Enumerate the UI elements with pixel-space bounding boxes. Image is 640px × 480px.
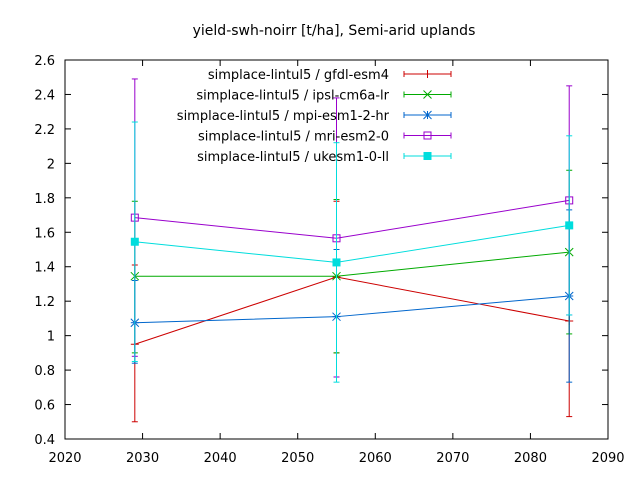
data-point bbox=[130, 237, 139, 246]
legend-entry: simplace-lintul5 / ukesm1-0-ll bbox=[197, 150, 452, 165]
series-5 bbox=[130, 121, 574, 383]
data-point bbox=[332, 258, 341, 267]
x-tick-label: 2050 bbox=[281, 451, 314, 466]
axes: 2020 2030 2040 2050 2060 2070 2080 2090 0.4 0.6 0.… bbox=[34, 54, 624, 466]
series-1 bbox=[130, 200, 574, 423]
legend-marker bbox=[423, 110, 432, 120]
legend-entry: simplace-lintul5 / mpi-esm1-2-hr bbox=[177, 109, 452, 124]
legend-entry: simplace-lintul5 / ipsl-cm6a-lr bbox=[196, 89, 452, 104]
legend-label: simplace-lintul5 / gfdl-esm4 bbox=[208, 68, 389, 83]
legend: simplace-lintul5 / gfdl-esm4 simplace-lin… bbox=[177, 68, 452, 165]
data-point bbox=[565, 221, 574, 230]
x-tick-label: 2040 bbox=[204, 451, 237, 466]
legend-label: simplace-lintul5 / mpi-esm1-2-hr bbox=[177, 109, 390, 124]
legend-entry: simplace-lintul5 / gfdl-esm4 bbox=[208, 68, 452, 83]
y-tick-label: 1.2 bbox=[34, 295, 55, 310]
legend-label: simplace-lintul5 / ipsl-cm6a-lr bbox=[196, 89, 389, 104]
series-2 bbox=[130, 169, 574, 354]
y-tick-label: 1.8 bbox=[34, 192, 55, 207]
legend-label: simplace-lintul5 / mri-esm2-0 bbox=[198, 130, 389, 145]
plot-frame bbox=[64, 59, 609, 440]
legend-marker bbox=[423, 70, 432, 78]
x-tick-label: 2020 bbox=[48, 451, 81, 466]
legend-marker bbox=[423, 90, 432, 99]
chart-title: yield-swh-noirr [t/ha], Semi-arid upland… bbox=[193, 23, 476, 39]
y-tick-label: 2.4 bbox=[34, 88, 55, 103]
y-tick-label: 1 bbox=[47, 330, 55, 345]
y-tick-label: 0.8 bbox=[34, 364, 55, 379]
legend-entry: simplace-lintul5 / mri-esm2-0 bbox=[198, 130, 452, 145]
series-line bbox=[134, 224, 570, 263]
x-tick-label: 2060 bbox=[359, 451, 392, 466]
x-tick-label: 2070 bbox=[436, 451, 469, 466]
x-tick-label: 2030 bbox=[126, 451, 159, 466]
x-tick-label: 2080 bbox=[514, 451, 547, 466]
series-line bbox=[134, 276, 570, 345]
series-group bbox=[130, 78, 574, 423]
y-tick-label: 2.2 bbox=[34, 123, 55, 138]
series-line bbox=[134, 295, 570, 324]
series-line bbox=[134, 251, 570, 277]
legend-marker bbox=[423, 131, 432, 140]
x-tick-label: 2090 bbox=[591, 451, 624, 466]
y-tick-label: 1.6 bbox=[34, 226, 55, 241]
legend-marker bbox=[423, 152, 432, 160]
y-tick-label: 0.4 bbox=[34, 433, 55, 448]
y-tick-label: 2 bbox=[47, 157, 55, 172]
y-tick-label: 2.6 bbox=[34, 54, 55, 69]
legend-label: simplace-lintul5 / ukesm1-0-ll bbox=[197, 150, 389, 165]
series-line bbox=[134, 199, 570, 239]
y-tick-label: 0.6 bbox=[34, 399, 55, 414]
y-tick-label: 1.4 bbox=[34, 261, 55, 276]
